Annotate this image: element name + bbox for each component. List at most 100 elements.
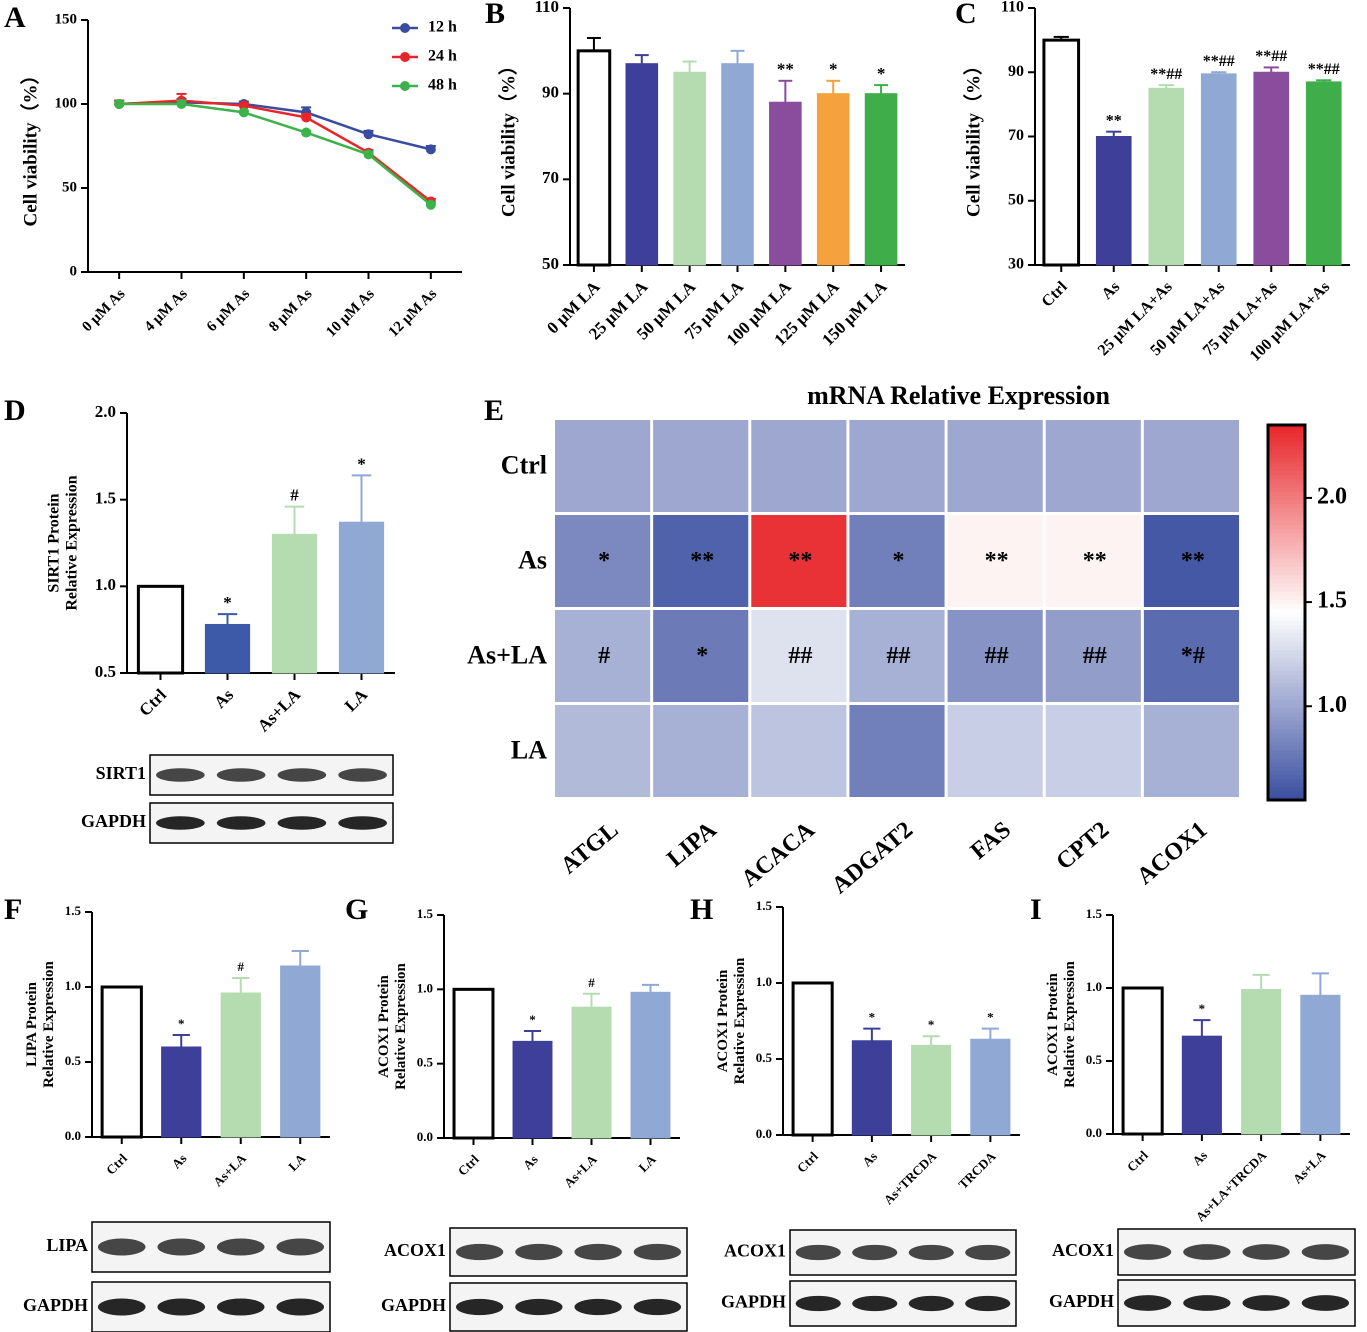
x-tick-label: 6 μM As	[204, 286, 253, 335]
panel-letter: H	[690, 893, 713, 926]
colorbar-frame	[1266, 423, 1307, 802]
cell-annotation: **	[788, 548, 812, 574]
bar	[1305, 81, 1342, 266]
significance-mark: **##	[1150, 66, 1182, 83]
colorbar-segment	[1268, 604, 1305, 609]
blot-band	[795, 1244, 841, 1261]
colorbar-segment	[1268, 500, 1305, 505]
heatmap-cell	[751, 515, 847, 607]
bar	[100, 985, 143, 1139]
colorbar-segment	[1268, 704, 1305, 709]
bar	[625, 63, 659, 266]
legend-label: 12 h	[428, 19, 457, 36]
colorbar-segment	[1268, 650, 1305, 655]
y-tick-label: 150	[55, 11, 78, 27]
colorbar-segment	[1268, 691, 1305, 697]
bar	[673, 71, 706, 266]
blot-band	[1242, 1295, 1290, 1311]
blot-label: GAPDH	[81, 811, 146, 831]
colorbar-segment	[1268, 633, 1305, 639]
colorbar-segment	[1268, 729, 1305, 734]
colorbar-segment	[1268, 508, 1305, 514]
x-tick-label: Ctrl	[794, 1148, 821, 1175]
colorbar-segment	[1268, 670, 1305, 676]
x-tick-label: 10 μM As	[323, 286, 378, 341]
colorbar-segment	[1268, 733, 1305, 739]
bar	[452, 987, 495, 1140]
y-tick-label: 0.0	[756, 1126, 772, 1141]
x-tick-label: As	[1099, 278, 1124, 303]
panel-letter: F	[4, 893, 22, 926]
heatmap-cell	[653, 610, 749, 702]
blot-band	[455, 1298, 504, 1316]
bar	[851, 1040, 892, 1136]
heatmap-cell	[555, 515, 651, 607]
y-tick-label: 0.0	[1086, 1125, 1102, 1140]
y-tick-label: 1.5	[95, 489, 116, 508]
series-line	[119, 102, 432, 206]
colorbar-segment	[1268, 504, 1305, 509]
colorbar-segment	[1268, 754, 1305, 759]
blot-band	[276, 1238, 325, 1256]
significance-mark: *	[829, 60, 838, 79]
colorbar-segment	[1268, 600, 1305, 605]
colorbar-segment	[1268, 641, 1305, 647]
panel-letter: C	[955, 0, 977, 30]
heatmap-cell	[555, 420, 651, 512]
significance-mark: **##	[1203, 53, 1235, 70]
heatmap-cell	[849, 705, 945, 797]
blot-band	[908, 1295, 954, 1312]
significance-mark: *	[987, 1010, 994, 1025]
significance-mark: #	[588, 975, 595, 990]
colorbar-segment	[1268, 495, 1305, 501]
bar	[1241, 988, 1282, 1135]
colorbar-segment	[1268, 666, 1305, 672]
heatmap-cell	[947, 515, 1043, 607]
column-label: CPT2	[1052, 817, 1115, 875]
significance-mark: *	[178, 1016, 185, 1031]
cell-annotation: #	[598, 643, 610, 669]
blot-label: ACOX1	[1052, 1240, 1114, 1260]
bar	[1121, 986, 1164, 1136]
heatmap-cell	[1045, 515, 1141, 607]
heatmap-cell	[947, 420, 1043, 512]
y-tick-label: 0.5	[1086, 1052, 1103, 1067]
colorbar-segment	[1268, 720, 1305, 726]
row-label: As	[518, 545, 547, 574]
colorbar-segment	[1268, 570, 1305, 576]
significance-mark: *	[357, 454, 366, 473]
blot-band	[216, 1238, 265, 1256]
blot-band	[965, 1295, 1011, 1312]
colorbar-segment	[1268, 770, 1305, 776]
data-point	[301, 127, 312, 138]
bar	[1253, 71, 1290, 266]
x-tick-label: As+LA	[254, 685, 305, 736]
y-tick-label: 50	[1008, 191, 1024, 208]
bar	[769, 101, 802, 266]
panel-letter: I	[1030, 893, 1042, 926]
colorbar-segment	[1268, 450, 1305, 455]
colorbar-segment	[1268, 579, 1305, 584]
bar	[1200, 73, 1237, 266]
colorbar-segment	[1268, 479, 1305, 484]
colorbar-segment	[1268, 566, 1305, 572]
cell-annotation: ##	[985, 643, 1009, 669]
colorbar-tick-label: 2.0	[1317, 483, 1347, 509]
colorbar-segment	[1268, 595, 1305, 601]
blot-band	[1123, 1244, 1172, 1260]
colorbar-segment	[1268, 445, 1305, 451]
panel-letter: B	[485, 0, 505, 30]
x-tick-label: LA	[635, 1151, 659, 1175]
heatmap-cell	[1143, 420, 1239, 512]
colorbar-segment	[1268, 658, 1305, 664]
row-label: LA	[511, 735, 547, 764]
y-axis-label: Relative Expression	[64, 475, 81, 610]
column-label: FAS	[966, 817, 1016, 865]
colorbar-segment	[1268, 791, 1305, 797]
blot-band	[216, 1298, 265, 1316]
panel-letter: A	[4, 1, 26, 34]
y-tick-label: 110	[1001, 0, 1024, 16]
data-point	[363, 149, 374, 160]
heatmap-cell	[947, 705, 1043, 797]
heatmap-cell	[653, 705, 749, 797]
